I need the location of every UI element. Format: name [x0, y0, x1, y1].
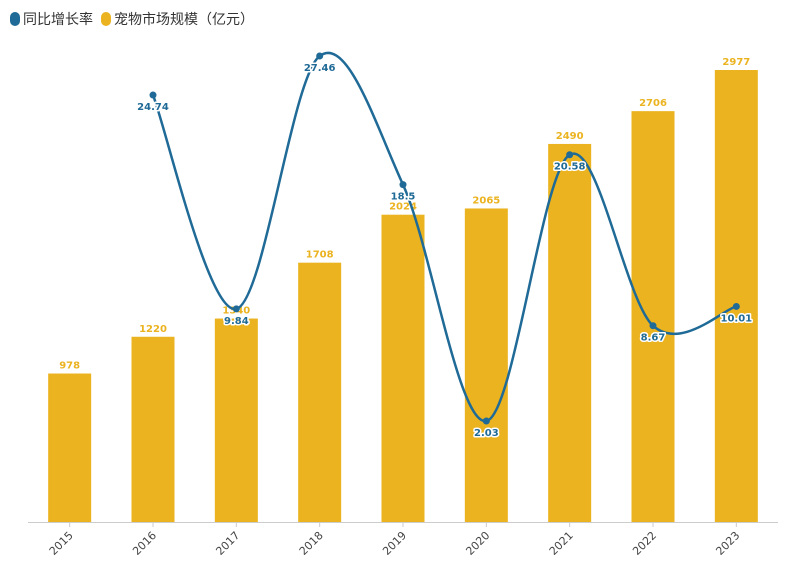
bar-label-2022: 2706 [639, 98, 667, 109]
bar-2022[interactable] [631, 111, 675, 522]
bar-2019[interactable] [381, 214, 425, 523]
bar-2020[interactable] [464, 208, 508, 522]
legend-label-growth-rate: 同比增长率 [23, 12, 93, 28]
x-tick-label-2018: 2018 [297, 529, 326, 558]
x-tick-label-2023: 2023 [713, 529, 742, 558]
point-label-2019: 18.5 [391, 192, 416, 203]
point-label-2023: 10.01 [721, 313, 753, 324]
point-2021[interactable] [566, 151, 574, 159]
x-tick-label-2022: 2022 [630, 529, 659, 558]
bar-2018[interactable] [298, 262, 342, 522]
bar-2021[interactable] [548, 143, 592, 522]
legend-swatch-growth-rate [10, 12, 20, 26]
bar-2023[interactable] [714, 70, 758, 522]
bar-label-2018: 1708 [306, 250, 334, 261]
x-tick-label-2019: 2019 [380, 529, 409, 558]
x-tick-label-2015: 2015 [47, 529, 76, 558]
point-2019[interactable] [399, 181, 407, 189]
point-label-2017: 9.84 [224, 316, 249, 327]
bar-2016[interactable] [131, 336, 175, 522]
point-label-2022: 8.67 [641, 333, 666, 344]
x-tick-label-2016: 2016 [130, 529, 159, 558]
point-2016[interactable] [149, 91, 157, 99]
bar-2015[interactable] [48, 373, 92, 522]
bar-label-2015: 978 [59, 361, 80, 372]
legend-label-market-size: 宠物市场规模（亿元） [114, 12, 254, 28]
x-tick-label-2017: 2017 [213, 529, 242, 558]
legend-item-growth-rate[interactable]: 同比增长率 [10, 9, 93, 29]
point-2022[interactable] [649, 322, 657, 330]
x-tick-label-2020: 2020 [463, 529, 492, 558]
legend-item-market-size[interactable]: 宠物市场规模（亿元） [101, 9, 254, 29]
point-2023[interactable] [732, 302, 740, 310]
x-tick-label-2021: 2021 [547, 529, 576, 558]
point-label-2018: 27.46 [304, 63, 336, 74]
point-label-2020: 2.03 [474, 428, 499, 439]
bar-label-2019: 2024 [389, 202, 417, 213]
growth-rate-line[interactable] [151, 51, 737, 423]
point-label-2016: 24.74 [137, 102, 169, 113]
point-label-2021: 20.58 [554, 162, 586, 173]
bar-label-2021: 2490 [556, 131, 584, 142]
bar-label-2020: 2065 [472, 195, 500, 206]
point-2020[interactable] [482, 417, 490, 425]
bar-2017[interactable] [214, 318, 258, 522]
point-2018[interactable] [316, 52, 324, 60]
point-2017[interactable] [232, 305, 240, 313]
bar-label-2023: 2977 [722, 57, 750, 68]
bar-label-2016: 1220 [139, 324, 167, 335]
legend: 同比增长率 宠物市场规模（亿元） [10, 9, 262, 29]
legend-swatch-market-size [101, 12, 111, 26]
